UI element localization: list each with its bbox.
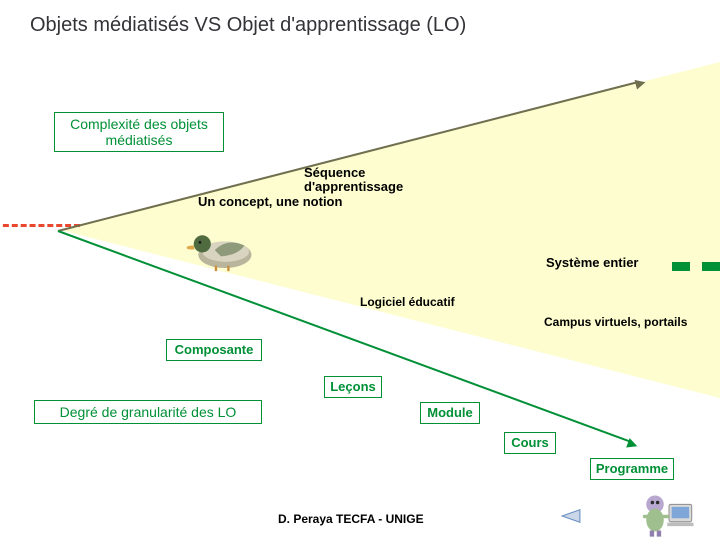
label-sequence: Séquence d'apprentissage [304, 166, 424, 195]
footer-author: D. Peraya TECFA - UNIGE [278, 512, 424, 526]
box-module: Module [420, 402, 480, 424]
slide-title: Objets médiatisés VS Objet d'apprentissa… [30, 14, 466, 37]
prev-slide-icon[interactable] [560, 508, 582, 524]
box-complexity: Complexité des objets médiatisés [54, 112, 224, 152]
box-course: Cours [504, 432, 556, 454]
label-concept: Un concept, une notion [198, 195, 342, 209]
box-programme: Programme [590, 458, 674, 480]
label-campus: Campus virtuels, portails [544, 316, 687, 329]
duck-icon [182, 222, 260, 272]
label-system: Système entier [546, 256, 639, 270]
box-lessons: Leçons [324, 376, 382, 398]
box-component: Composante [166, 339, 262, 361]
dashed-green-line [672, 262, 720, 271]
label-software: Logiciel éducatif [360, 296, 455, 309]
mascot-icon [634, 488, 704, 538]
box-granularity: Degré de granularité des LO [34, 400, 262, 424]
